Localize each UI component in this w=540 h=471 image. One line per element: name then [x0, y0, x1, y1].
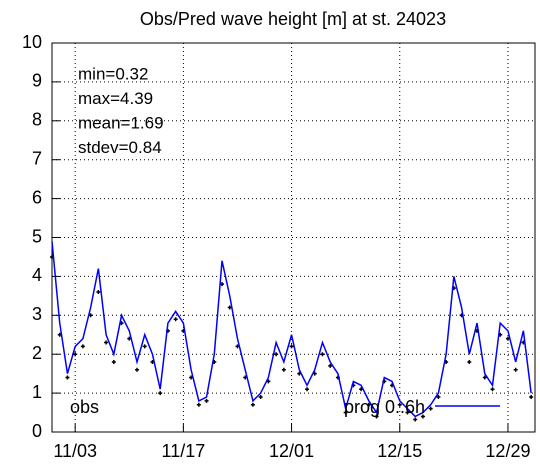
obs-point [482, 375, 487, 380]
annotation: mean=1.69 [78, 113, 164, 132]
obs-point [196, 402, 201, 407]
obs-point [104, 340, 109, 345]
legend-label: prog 0..6h [344, 397, 425, 417]
obs-point [111, 359, 116, 364]
legend-label: obs [70, 397, 99, 417]
obs-point [80, 344, 85, 349]
obs-point [96, 289, 101, 294]
y-tick-label: 7 [32, 148, 42, 168]
prog-line [51, 241, 532, 418]
y-tick-label: 0 [32, 421, 42, 441]
x-tick-label: 11/03 [53, 441, 97, 461]
y-tick-label: 8 [32, 110, 42, 130]
obs-point [436, 394, 441, 399]
chart-title: Obs/Pred wave height [m] at st. 24023 [140, 9, 446, 29]
x-tick-label: 12/15 [377, 441, 422, 461]
obs-point [328, 363, 333, 368]
obs-point [258, 394, 263, 399]
obs-point [413, 417, 418, 422]
y-tick-label: 9 [32, 71, 42, 91]
obs-point [289, 344, 294, 349]
obs-point [227, 305, 232, 310]
obs-point [305, 387, 310, 392]
y-tick-label: 4 [32, 265, 42, 285]
obs-point [374, 414, 379, 419]
obs-point [467, 359, 472, 364]
x-tick-label: 12/01 [269, 441, 314, 461]
obs-point [397, 402, 402, 407]
obs-point [142, 344, 147, 349]
y-tick-label: 6 [32, 187, 42, 207]
obs-point [366, 402, 371, 407]
y-tick-label: 3 [32, 304, 42, 324]
obs-point [73, 352, 78, 357]
obs-point [173, 317, 178, 322]
obs-point [281, 367, 286, 372]
obs-point [135, 367, 140, 372]
annotation: max=4.39 [78, 89, 153, 108]
obs-point [343, 410, 348, 415]
obs-point [274, 352, 279, 357]
obs-point [320, 352, 325, 357]
y-tick-label: 2 [32, 343, 42, 363]
annotation: min=0.32 [78, 64, 148, 83]
plot-frame [51, 42, 536, 433]
obs-point [158, 391, 163, 396]
obs-point [490, 387, 495, 392]
obs-point [250, 402, 255, 407]
obs-point [428, 406, 433, 411]
obs-point [420, 414, 425, 419]
obs-point [65, 375, 70, 380]
x-tick-label: 12/29 [485, 441, 530, 461]
annotation: stdev=0.84 [78, 138, 162, 157]
obs-point [529, 394, 534, 399]
obs-point [204, 398, 209, 403]
obs-point [405, 410, 410, 415]
y-tick-label: 1 [32, 382, 42, 402]
y-tick-label: 5 [32, 226, 42, 246]
x-tick-label: 11/17 [162, 441, 206, 461]
obs-point [513, 367, 518, 372]
y-tick-label: 10 [22, 32, 42, 52]
